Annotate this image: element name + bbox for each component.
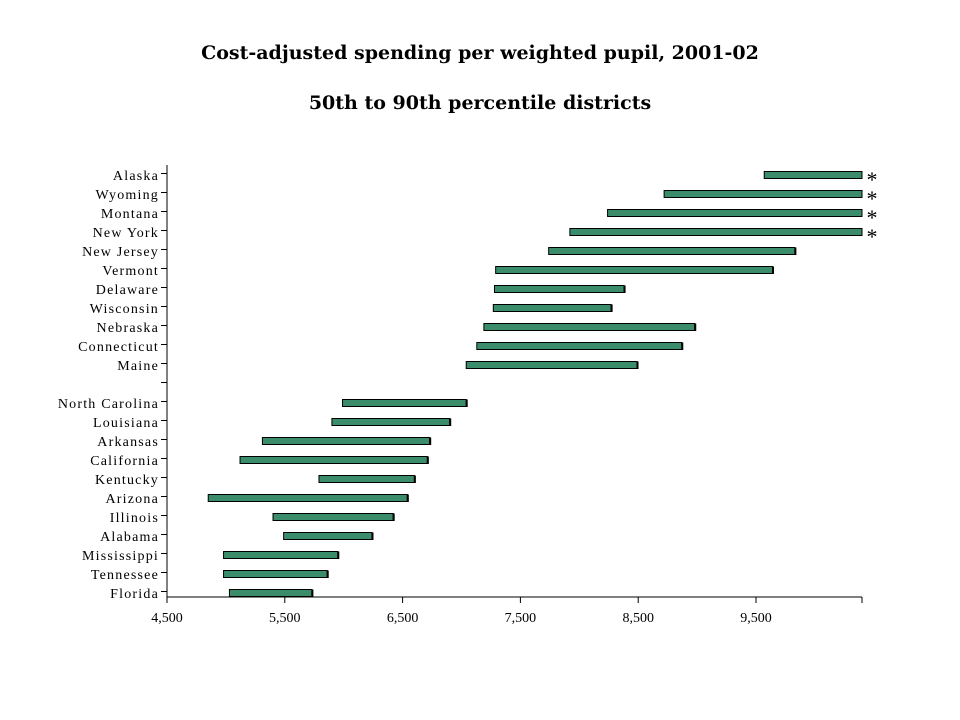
range-bar [207, 494, 408, 502]
range-bar [483, 323, 696, 331]
range-bar [548, 247, 796, 255]
range-bar [492, 304, 612, 312]
range-bar [495, 266, 773, 274]
x-tick-label: 8,500 [622, 611, 654, 626]
chart-subtitle: 50th to 90th percentile districts [308, 92, 652, 114]
range-bar [261, 437, 431, 445]
category-label: Alabama [100, 530, 159, 545]
x-tick-label: 6,500 [387, 611, 419, 626]
range-bar [228, 589, 313, 597]
range-bar [318, 475, 415, 483]
range-bar [465, 361, 638, 369]
category-label: Arizona [106, 492, 160, 507]
category-label: Wisconsin [90, 302, 159, 317]
range-bar [272, 513, 394, 521]
x-tick-label: 4,500 [151, 611, 183, 626]
chart-title: Cost-adjusted spending per weighted pupi… [201, 42, 759, 64]
category-label: Wyoming [95, 188, 159, 203]
truncation-marker: * [867, 186, 878, 211]
range-bar [569, 228, 863, 236]
category-label: Florida [110, 587, 159, 602]
category-label: New Jersey [82, 245, 159, 260]
range-bar [663, 190, 863, 198]
range-bar [331, 418, 451, 426]
range-bar [223, 570, 328, 578]
range-bar [239, 456, 428, 464]
category-label: Mississippi [82, 549, 159, 564]
category-label: Nebraska [97, 321, 159, 336]
range-bar [476, 342, 683, 350]
category-label: California [90, 454, 159, 469]
truncation-marker: * [867, 224, 878, 249]
x-tick-label: 7,500 [505, 611, 537, 626]
x-tick-label: 9,500 [740, 611, 772, 626]
category-label: Alaska [113, 169, 159, 184]
category-label: Arkansas [97, 435, 159, 450]
truncation-marker: * [867, 205, 878, 230]
category-label: Connecticut [78, 340, 159, 355]
range-bar [607, 209, 863, 217]
category-label: Maine [117, 359, 159, 374]
range-bar [283, 532, 373, 540]
category-label: Louisiana [93, 416, 159, 431]
range-bar [493, 285, 625, 293]
range-bar [223, 551, 339, 559]
category-label: Kentucky [95, 473, 159, 488]
truncation-marker: * [867, 167, 878, 192]
category-label: Vermont [102, 264, 159, 279]
category-label: Delaware [96, 283, 159, 298]
category-label: New York [93, 226, 159, 241]
range-bar [342, 399, 467, 407]
range-bar [763, 171, 863, 179]
category-label: Illinois [110, 511, 159, 526]
category-label: Tennessee [91, 568, 159, 583]
x-tick-label: 5,500 [269, 611, 301, 626]
category-label: Montana [101, 207, 159, 222]
category-label: North Carolina [58, 397, 159, 412]
